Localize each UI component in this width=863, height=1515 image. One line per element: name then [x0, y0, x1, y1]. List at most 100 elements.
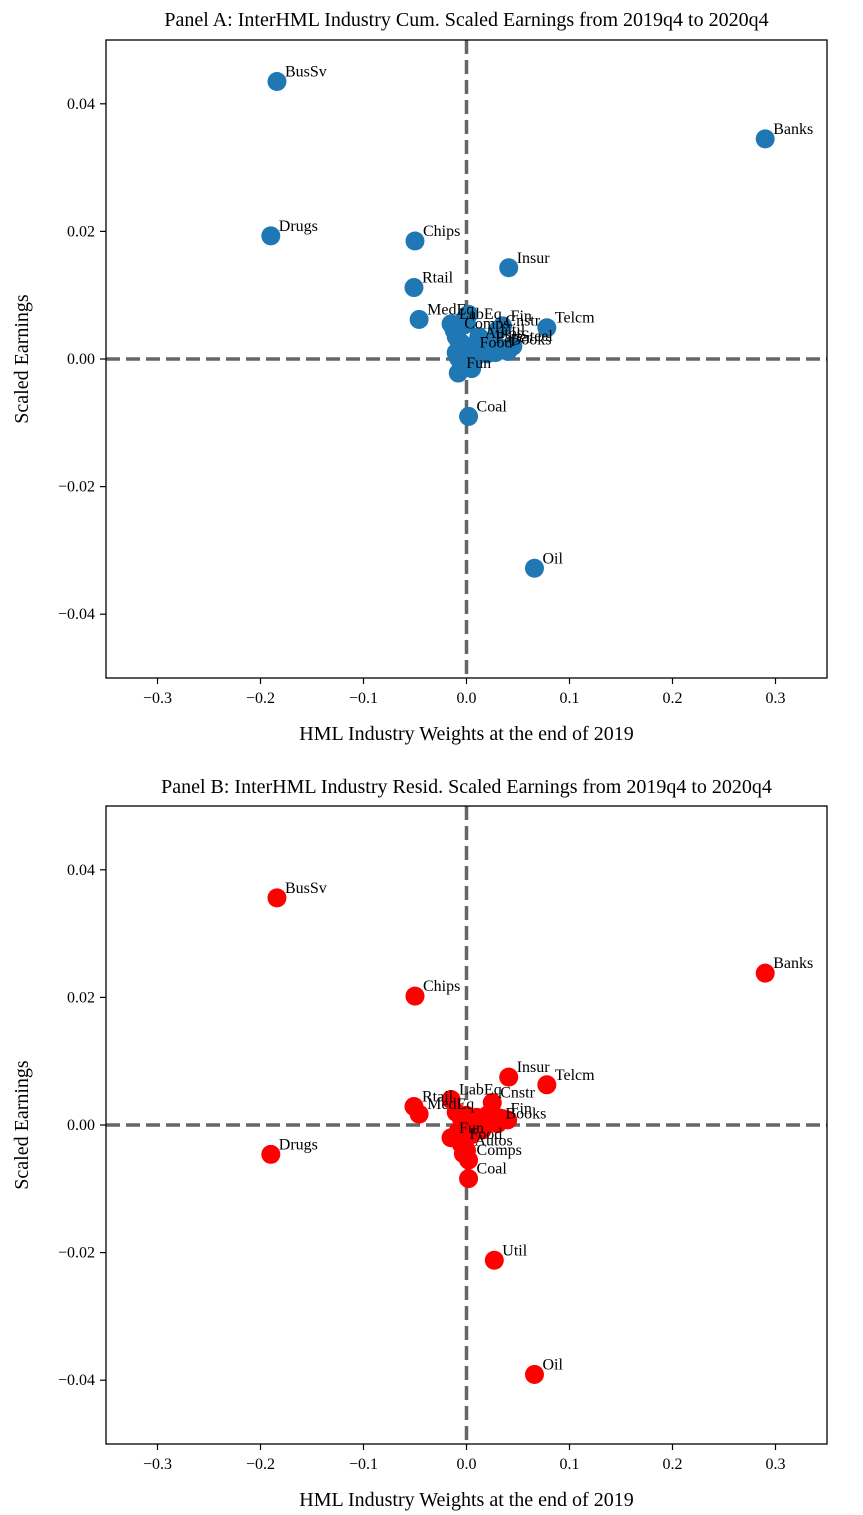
x-tick-label: 0.0 — [457, 690, 477, 707]
point-label-insur: Insur — [517, 1059, 551, 1076]
point-label-telcm: Telcm — [555, 1067, 595, 1084]
y-tick-label: −0.04 — [58, 606, 95, 623]
point-label-fun: Fun — [459, 1120, 484, 1137]
y-tick-label: 0.00 — [67, 351, 95, 368]
y-tick-label: 0.04 — [67, 862, 95, 879]
x-tick-label: 0.0 — [457, 1456, 477, 1473]
data-point-insur — [499, 258, 519, 278]
data-point-comps — [459, 1150, 479, 1170]
x-tick-label: 0.2 — [663, 690, 683, 707]
y-tick-label: 0.00 — [67, 1117, 95, 1134]
point-label-books: Books — [505, 1106, 546, 1123]
point-label-autos: Autos — [485, 325, 523, 342]
x-tick-label: 0.3 — [766, 1456, 786, 1473]
point-label-medeq: MedEq — [427, 1096, 474, 1113]
x-tick-label: 0.3 — [766, 690, 786, 707]
y-axis-label: Scaled Earnings — [11, 294, 33, 424]
x-axis-label: HML Industry Weights at the end of 2019 — [299, 723, 633, 745]
point-label-coal: Coal — [477, 1161, 508, 1178]
x-tick-label: −0.3 — [143, 690, 172, 707]
x-tick-label: 0.2 — [663, 1456, 683, 1473]
point-label-rtail: Rtail — [422, 1088, 454, 1105]
x-tick-label: −0.3 — [143, 1456, 172, 1473]
point-label-telcm: Telcm — [555, 310, 595, 327]
y-tick-label: 0.02 — [67, 989, 95, 1006]
point-label-food: Food — [469, 1126, 502, 1143]
data-point-util — [484, 1250, 504, 1270]
data-point-chips — [405, 986, 425, 1006]
point-label-bussv: BusSv — [285, 880, 327, 897]
point-label-food: Food — [480, 335, 513, 352]
point-label-labeq: LabEq — [459, 306, 502, 323]
point-label-util: Util — [500, 322, 525, 339]
point-label-chips: Chips — [423, 978, 460, 995]
x-tick-label: 0.1 — [560, 690, 580, 707]
point-label-comps: Comps — [477, 1142, 522, 1159]
data-point-coal — [459, 1169, 479, 1189]
y-tick-label: −0.02 — [58, 479, 95, 496]
point-label-coal: Coal — [477, 398, 508, 415]
point-label-autos: Autos — [475, 1133, 513, 1150]
point-label-fin: Fin — [511, 308, 532, 325]
data-point-oil — [524, 558, 544, 578]
point-label-medeq: MedEq — [427, 301, 474, 318]
point-label-fin: Fin — [511, 1101, 532, 1118]
data-point-telcm — [537, 1075, 557, 1095]
point-label-insur: Insur — [517, 250, 551, 267]
point-label-util: Util — [502, 1242, 527, 1259]
data-point-food — [462, 343, 482, 363]
data-point-steel — [503, 336, 523, 356]
point-label-fun: Fun — [466, 355, 491, 372]
data-point-books — [487, 1114, 507, 1134]
point-label-oil: Oil — [542, 1356, 563, 1373]
data-point-cnstr — [482, 1093, 502, 1113]
chart-title: Panel A: InterHML Industry Cum. Scaled E… — [164, 9, 768, 31]
y-tick-label: 0.04 — [67, 96, 95, 113]
y-tick-label: −0.02 — [58, 1245, 95, 1262]
point-label-banks: Banks — [773, 955, 813, 972]
data-point-chips — [405, 231, 425, 251]
point-label-oil: Oil — [542, 550, 563, 567]
data-point-coal — [459, 406, 479, 426]
x-tick-label: 0.1 — [560, 1456, 580, 1473]
y-tick-label: −0.04 — [58, 1372, 95, 1389]
point-label-rtail: Rtail — [422, 270, 454, 287]
y-tick-label: 0.02 — [67, 223, 95, 240]
data-point-rtail — [404, 278, 424, 298]
point-label-books: Books — [511, 331, 552, 348]
point-label-comps: Comps — [464, 315, 509, 332]
data-point-comps — [446, 323, 466, 343]
data-point-bussv — [267, 71, 287, 91]
data-point-banks — [755, 129, 775, 149]
y-axis-label: Scaled Earnings — [11, 1060, 33, 1190]
x-tick-label: −0.2 — [246, 1456, 275, 1473]
x-tick-label: −0.2 — [246, 690, 275, 707]
panel-a: Panel A: InterHML Industry Cum. Scaled E… — [11, 9, 828, 745]
data-point-bussv — [267, 888, 287, 908]
data-point-util — [482, 330, 502, 350]
point-label-chips: Chips — [423, 223, 460, 240]
point-label-cnstr: Cnstr — [505, 312, 540, 329]
x-axis-label: HML Industry Weights at the end of 2019 — [299, 1489, 633, 1511]
data-point-oil — [524, 1364, 544, 1384]
point-label-drugs: Drugs — [279, 218, 318, 235]
panel-b: Panel B: InterHML Industry Resid. Scaled… — [11, 776, 828, 1511]
point-label-labeq: LabEq — [459, 1081, 502, 1098]
data-point — [472, 1120, 492, 1140]
data-point-medeq — [409, 1104, 429, 1124]
point-label-steel: Steel — [521, 328, 554, 345]
data-point-drugs — [261, 226, 281, 246]
data-point-insur — [499, 1067, 519, 1087]
data-point-banks — [755, 963, 775, 983]
x-tick-label: −0.1 — [349, 1456, 378, 1473]
point-label-bussv: BusSv — [285, 63, 327, 80]
point-label-cnstr: Cnstr — [500, 1085, 535, 1102]
data-point-drugs — [261, 1144, 281, 1164]
point-label-paper: Paper — [495, 330, 532, 347]
point-label-banks: Banks — [773, 121, 813, 138]
point-label-drugs: Drugs — [279, 1136, 318, 1153]
chart-title: Panel B: InterHML Industry Resid. Scaled… — [161, 776, 772, 798]
data-point-medeq — [409, 309, 429, 329]
data-point-labeq — [441, 1089, 461, 1109]
